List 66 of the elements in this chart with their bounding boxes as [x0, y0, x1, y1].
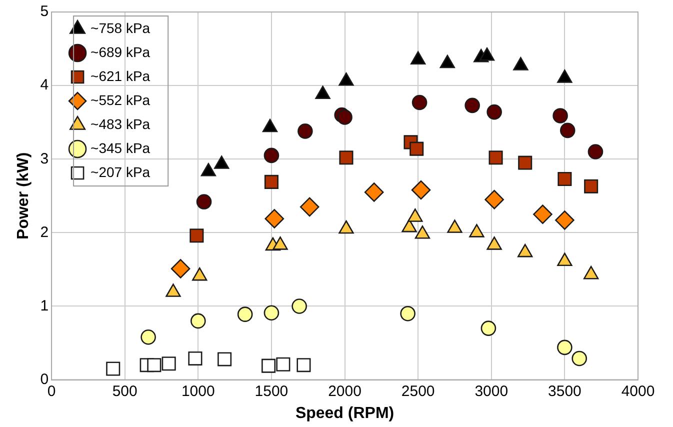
point — [264, 305, 280, 321]
point — [264, 209, 284, 228]
point — [533, 204, 552, 224]
y-tick-label: 3 — [40, 150, 49, 168]
legend-label: ~689 kPa — [90, 44, 150, 60]
point — [555, 210, 574, 230]
point — [572, 350, 588, 366]
point — [411, 180, 431, 200]
point — [557, 340, 572, 356]
point — [480, 320, 496, 336]
point — [484, 190, 504, 210]
point — [106, 362, 120, 376]
point — [410, 142, 424, 156]
point — [292, 298, 307, 314]
point — [218, 352, 232, 366]
point — [162, 356, 176, 371]
point — [188, 351, 202, 366]
x-tick-label: 500 — [112, 382, 138, 400]
point — [339, 150, 354, 165]
point — [558, 172, 572, 186]
point — [300, 197, 320, 217]
point — [364, 182, 384, 202]
point — [584, 179, 598, 194]
point — [488, 150, 503, 165]
point — [147, 358, 162, 372]
y-tick-label: 1 — [40, 297, 49, 314]
point — [190, 313, 206, 329]
point — [464, 98, 480, 114]
point — [400, 306, 416, 322]
x-tick-label: 1500 — [254, 382, 288, 400]
point — [588, 144, 604, 160]
y-tick-label: 0 — [40, 370, 49, 388]
y-axis-title: Power (kW) — [15, 152, 32, 240]
point — [237, 306, 253, 322]
legend-label: ~621 kPa — [90, 68, 150, 84]
point — [298, 124, 313, 139]
legend-label: ~758 kPa — [90, 20, 150, 36]
x-tick-label: 3000 — [474, 382, 508, 400]
y-tick-label: 5 — [40, 3, 49, 20]
x-tick-label: 1000 — [181, 382, 215, 400]
point — [276, 357, 290, 372]
x-tick-label: 3500 — [548, 382, 582, 400]
point — [264, 174, 278, 189]
point — [560, 122, 576, 138]
legend-label: ~483 kPa — [90, 116, 150, 132]
legend-label: ~552 kPa — [90, 92, 150, 108]
point — [262, 358, 276, 373]
point — [518, 156, 532, 170]
point — [170, 259, 190, 278]
legend-label: ~207 kPa — [90, 164, 150, 180]
legend-label: ~345 kPa — [90, 140, 150, 156]
point — [296, 358, 311, 372]
point — [486, 104, 502, 120]
y-tick-label: 2 — [40, 224, 49, 241]
point — [264, 148, 280, 164]
x-tick-label: 4000 — [621, 382, 655, 400]
point — [412, 94, 428, 110]
y-tick-label: 4 — [40, 76, 49, 94]
point — [196, 194, 212, 210]
point — [140, 329, 156, 345]
x-tick-label: 2000 — [328, 382, 362, 400]
x-tick-label: 2500 — [401, 382, 435, 400]
point — [337, 110, 352, 125]
point — [190, 228, 204, 243]
x-axis-title: Speed (RPM) — [295, 404, 394, 422]
point — [552, 108, 568, 124]
